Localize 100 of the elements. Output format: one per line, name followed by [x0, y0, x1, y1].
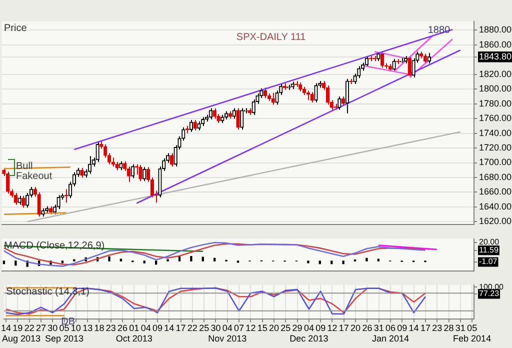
x-tick-label: 20 — [268, 323, 279, 334]
x-tick-label: 28 — [444, 323, 454, 334]
x-tick-label: 10 — [70, 323, 81, 334]
x-tick-label: 20 — [350, 323, 361, 334]
y-tick-label: 1680.00 — [479, 172, 512, 182]
text: Sep 2013 — [44, 334, 84, 344]
x-tick-label: 06 — [385, 323, 396, 334]
candlestick — [134, 164, 138, 176]
candlestick — [392, 58, 396, 72]
x-tick-label: 04 — [140, 323, 151, 334]
candlestick — [130, 164, 135, 179]
y-tick-label: 1820.00 — [479, 68, 512, 79]
candlestick — [14, 192, 18, 206]
candlestick — [182, 126, 186, 142]
candlestick — [427, 52, 431, 64]
candlestick — [306, 90, 310, 101]
x-tick-label: 05 — [59, 323, 70, 334]
x-tick-label: 04 — [222, 323, 232, 334]
candlestick — [189, 120, 194, 132]
y-tick-label: 1620.00 — [479, 216, 512, 226]
candlestick — [64, 188, 68, 204]
y-tick-label: 20.00 — [479, 238, 500, 247]
x-tick-label: 13 — [82, 323, 93, 334]
x-tick-label: 23 — [106, 323, 116, 334]
text: Dec 2013 — [290, 334, 328, 344]
candlestick — [212, 108, 216, 120]
y-tick-label: 11.59 — [479, 245, 499, 254]
y-tick-label: 1880.00 — [479, 24, 512, 35]
x-tick-label: 22 — [187, 323, 198, 334]
y-tick-label: 1800.00 — [479, 84, 512, 94]
y-tick-label: 77.23 — [479, 289, 500, 298]
candlestick — [314, 82, 318, 103]
candlestick — [26, 192, 30, 208]
candlestick — [126, 166, 131, 182]
text: Jan 2014 — [372, 334, 410, 344]
candlestick — [232, 108, 236, 120]
x-tick-label: 25 — [199, 323, 210, 334]
x-tick-label: 22 — [24, 323, 34, 334]
x-tick-label: 14 — [408, 323, 419, 334]
candlestick — [6, 171, 10, 194]
candlestick — [338, 96, 342, 110]
candlestick — [80, 167, 84, 178]
x-tick-label: 23 — [432, 323, 442, 334]
x-tick-label: 26 — [362, 323, 372, 334]
text: Nov 2013 — [208, 334, 247, 344]
candlestick — [142, 166, 146, 182]
candlestick — [170, 152, 174, 167]
candlestick — [412, 58, 416, 78]
x-tick-label: 15 — [257, 323, 268, 334]
candlestick — [345, 78, 350, 114]
y-tick-label: 1720.00 — [479, 142, 512, 153]
x-tick-label: 04 — [304, 323, 314, 334]
text: Feb 2014 — [453, 334, 492, 344]
x-tick-label: 09 — [152, 323, 162, 334]
annotation: 1880 — [428, 25, 451, 36]
y-tick-label: 1740.00 — [479, 128, 512, 138]
y-tick-label: 1660.00 — [479, 186, 512, 197]
candlestick — [193, 120, 197, 131]
x-tick-label: 25 — [280, 323, 291, 334]
x-tick-label: 07 — [234, 323, 244, 334]
text: Aug 2013 — [2, 334, 41, 344]
x-tick-label: 12 — [327, 323, 338, 334]
x-tick-label: 05 — [467, 323, 478, 334]
x-tick-label: 30 — [48, 323, 58, 334]
y-tick-label: 1760.00 — [479, 113, 512, 124]
chart-title: Price — [4, 23, 28, 34]
x-tick-label: 12 — [246, 323, 256, 334]
y-tick-label: 1843.80 — [479, 51, 512, 62]
x-tick-label: 26 — [118, 323, 128, 334]
y-tick-label: 1700.00 — [479, 157, 512, 168]
x-tick-label: 19 — [12, 323, 23, 334]
text: Oct 2013 — [116, 334, 152, 344]
candlestick — [104, 144, 108, 158]
x-tick-label: 17 — [338, 323, 349, 334]
y-tick-label: 1640.00 — [479, 201, 512, 212]
y-tick-label: 1780.00 — [479, 98, 512, 108]
candlestick — [310, 92, 314, 103]
x-tick-label: 31 — [455, 323, 466, 334]
x-tick-label: 17 — [420, 323, 430, 334]
candlestick — [423, 53, 428, 64]
candlestick — [96, 140, 100, 163]
annotation: SPX-DAILY 111 — [236, 32, 306, 44]
x-tick-label: 17 — [176, 323, 186, 334]
x-tick-label: 29 — [292, 323, 302, 334]
x-tick-label: 01 — [129, 323, 140, 334]
x-tick-label: 18 — [94, 323, 104, 334]
x-tick-label: 30 — [210, 323, 221, 334]
candlestick — [208, 108, 213, 120]
x-tick-label: 09 — [397, 323, 408, 334]
x-tick-label: 27 — [36, 323, 46, 334]
x-tick-label: 14 — [164, 323, 174, 334]
candlestick — [275, 90, 279, 106]
y-tick-label: 1860.00 — [479, 39, 512, 50]
candlestick — [22, 195, 26, 208]
y-tick-label: -1.07 — [479, 257, 498, 266]
candlestick — [138, 164, 142, 182]
x-tick-label: 09 — [316, 323, 326, 334]
x-tick-label: 14 — [1, 323, 12, 334]
candlestick — [236, 108, 240, 130]
candlestick — [88, 156, 92, 174]
